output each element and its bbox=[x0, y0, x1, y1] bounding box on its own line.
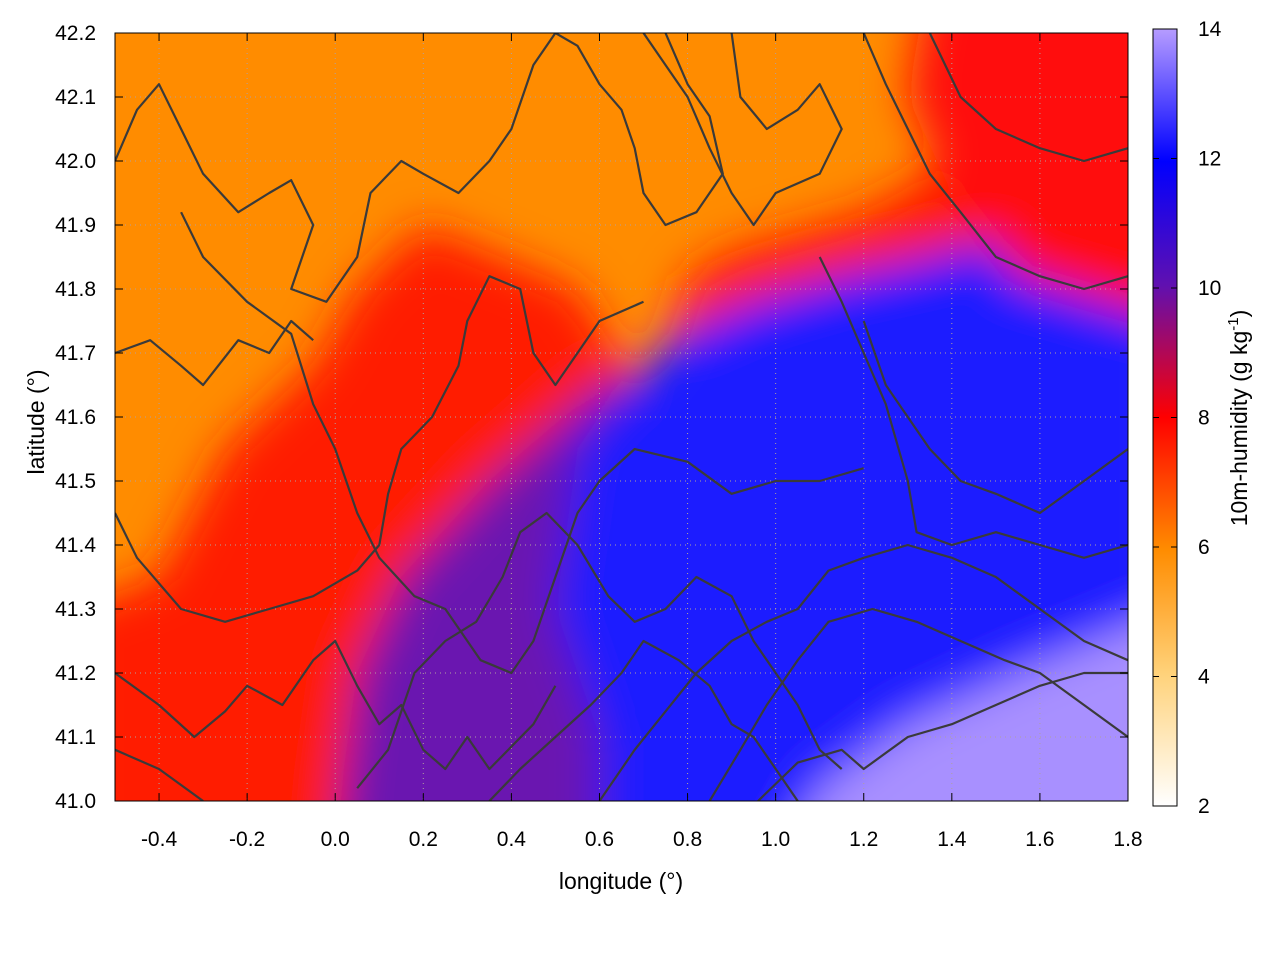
x-tick-label: 0.2 bbox=[409, 828, 438, 851]
y-axis-title: latitude (°) bbox=[23, 369, 49, 474]
x-axis-title: longitude (°) bbox=[559, 868, 683, 894]
x-tick-label: 1.8 bbox=[1113, 828, 1142, 851]
contour-line bbox=[180, 211, 865, 675]
colorbar-title-sup: -1 bbox=[1225, 317, 1242, 330]
y-tick-label: 41.9 bbox=[55, 214, 96, 237]
x-tick-label: 0.8 bbox=[673, 828, 702, 851]
x-tick-label: 1.6 bbox=[1025, 828, 1054, 851]
colorbar-tick-label: 12 bbox=[1198, 148, 1221, 171]
x-tick-label: 1.2 bbox=[849, 828, 878, 851]
humidity-field bbox=[115, 33, 1128, 801]
contour-line bbox=[928, 33, 1128, 163]
y-tick-label: 41.4 bbox=[55, 534, 96, 557]
colorbar-tick-label: 2 bbox=[1198, 795, 1210, 818]
contour-line bbox=[115, 639, 557, 771]
contour-line bbox=[356, 511, 843, 789]
x-axis: -0.4 -0.2 0.0 0.2 0.4 0.6 0.8 1.0 1.2 1.4 1.6 1.8 bbox=[141, 33, 1143, 851]
field-region-northeast bbox=[907, 33, 1128, 309]
contour-line bbox=[115, 748, 204, 801]
y-tick-label: 41.8 bbox=[55, 278, 96, 301]
y-tick-label: 41.3 bbox=[55, 598, 96, 621]
x-tick-label: 1.0 bbox=[761, 828, 790, 851]
y-tick-label: 41.6 bbox=[55, 406, 96, 429]
y-tick-label: 41.0 bbox=[55, 790, 96, 813]
y-tick-label: 41.7 bbox=[55, 342, 96, 365]
y-tick-label: 41.5 bbox=[55, 470, 96, 493]
x-tick-label: 0.6 bbox=[585, 828, 614, 851]
colorbar-tick-label: 14 bbox=[1198, 18, 1222, 41]
colorbar-tick-label: 6 bbox=[1198, 536, 1210, 559]
contour-line bbox=[862, 33, 1128, 291]
contour-line bbox=[554, 33, 724, 227]
x-tick-label: 0.0 bbox=[321, 828, 350, 851]
x-tick-label: -0.4 bbox=[141, 828, 178, 851]
y-tick-label: 41.2 bbox=[55, 662, 96, 685]
field-region-southeast bbox=[812, 627, 1128, 801]
x-tick-label: 1.4 bbox=[937, 828, 967, 851]
contour-line bbox=[488, 639, 799, 801]
contour-line bbox=[115, 33, 557, 303]
colorbar-title: 10m-humidity (g kg-1) bbox=[1225, 310, 1252, 527]
contour-line bbox=[757, 671, 1128, 801]
y-axis: 41.0 41.1 41.2 41.3 41.4 41.5 41.6 41.7 41.8 41.9… bbox=[55, 22, 1128, 813]
contour-line bbox=[115, 319, 314, 387]
y-tick-label: 41.1 bbox=[55, 726, 96, 749]
y-tick-label: 42.2 bbox=[55, 22, 96, 45]
colorbar-title-main: 10m-humidity (g kg bbox=[1226, 331, 1252, 527]
contour-line bbox=[708, 607, 1128, 801]
colorbar-axis: 2 4 6 8 10 12 14 bbox=[1153, 18, 1222, 818]
y-tick-label: 42.1 bbox=[55, 86, 96, 109]
contour-line bbox=[598, 543, 1128, 801]
colorbar-title-end: ) bbox=[1226, 310, 1252, 318]
contour-lines bbox=[115, 33, 1128, 801]
colorbar-tick-label: 4 bbox=[1198, 666, 1210, 689]
contour-line bbox=[642, 33, 843, 227]
x-tick-label: 0.4 bbox=[497, 828, 527, 851]
contour-line bbox=[862, 320, 1128, 515]
colorbar-tick-label: 10 bbox=[1198, 277, 1221, 300]
y-tick-label: 42.0 bbox=[55, 150, 96, 173]
colorbar-tick-label: 8 bbox=[1198, 407, 1210, 430]
contour-line bbox=[818, 256, 1128, 559]
contour-line bbox=[115, 275, 644, 623]
x-tick-label: -0.2 bbox=[229, 828, 265, 851]
